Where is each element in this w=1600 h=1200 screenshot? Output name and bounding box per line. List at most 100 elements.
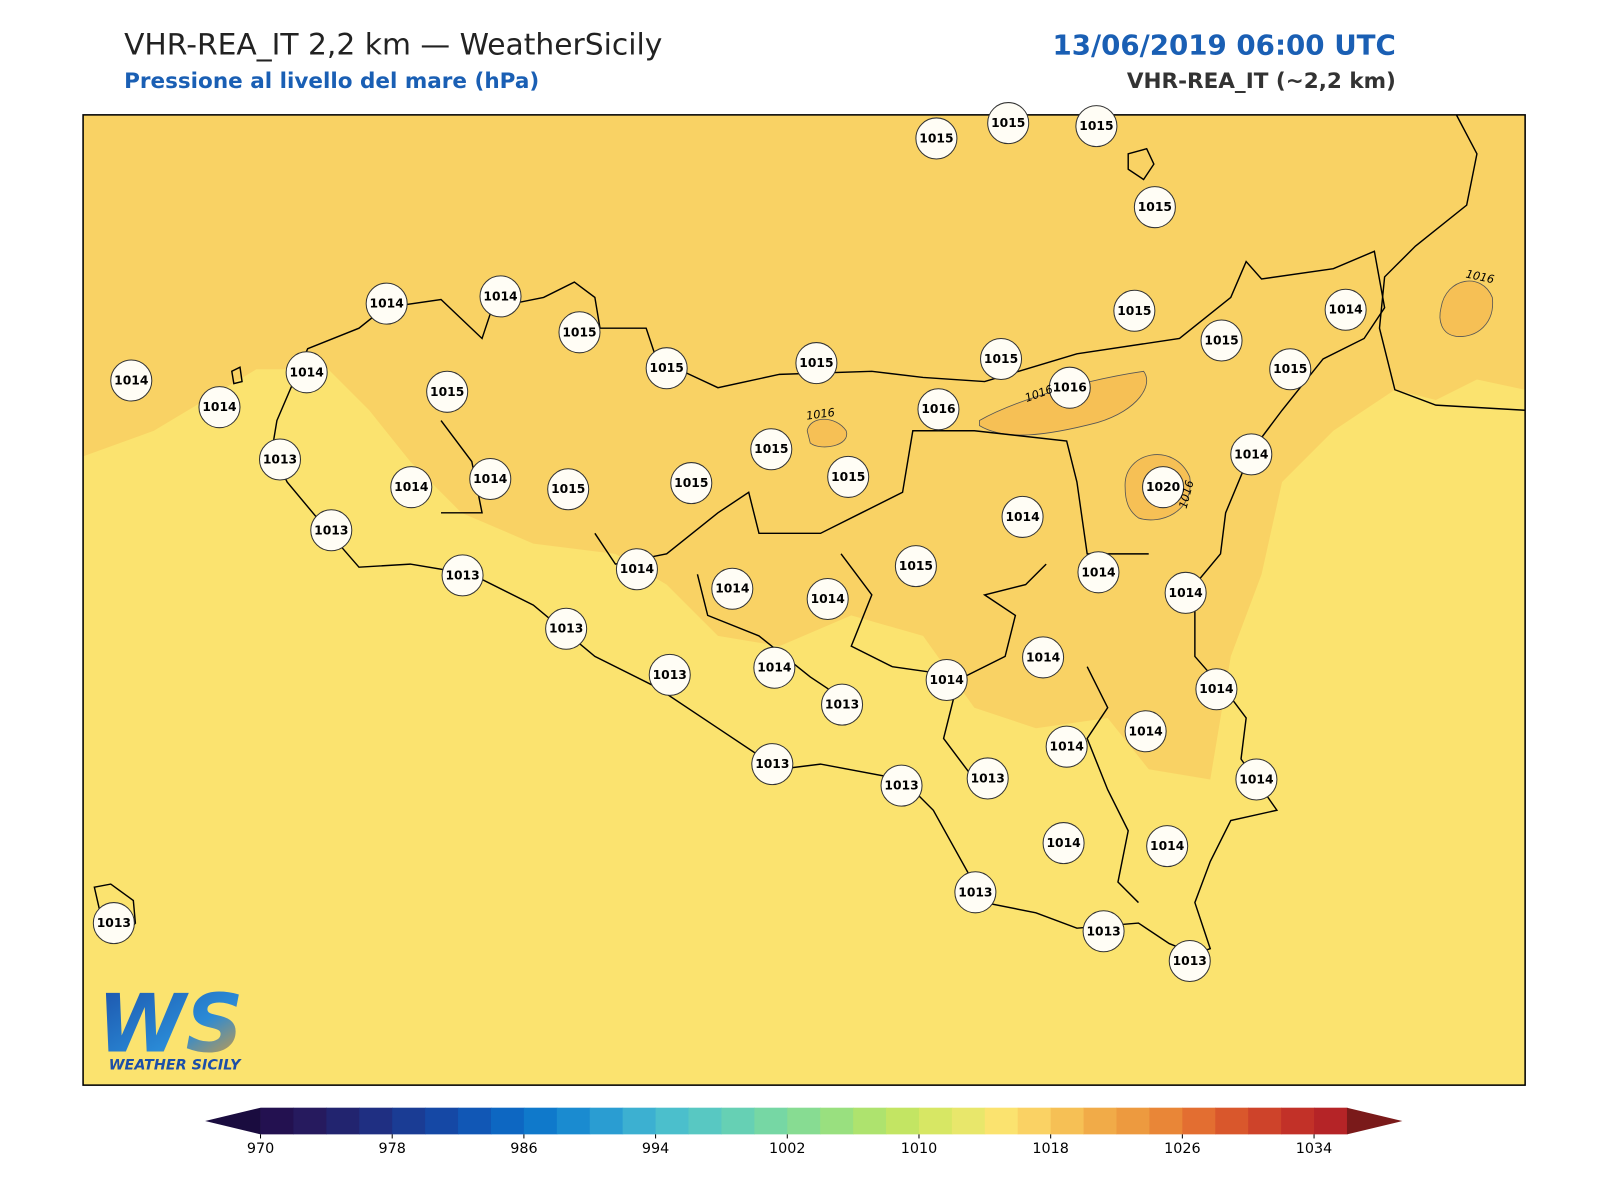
station-marker	[426, 370, 469, 413]
station-marker	[198, 386, 241, 429]
station: 1015	[547, 468, 590, 511]
station-marker	[1324, 288, 1367, 331]
station: 1015	[1075, 105, 1118, 148]
station: 1015	[915, 117, 958, 160]
station: 1015	[558, 311, 601, 354]
station-label: 1015	[1273, 362, 1307, 376]
station-marker	[110, 359, 153, 402]
station: 1013	[821, 683, 864, 726]
station-label: 1013	[958, 885, 992, 899]
station-marker	[545, 607, 588, 650]
station-marker	[966, 757, 1009, 800]
colorbar-box	[787, 1107, 821, 1135]
station-label: 1014	[930, 673, 964, 687]
station-label: 1014	[1169, 586, 1203, 600]
station: 1014	[365, 282, 408, 325]
colorbar-box	[754, 1107, 788, 1135]
station: 1014	[1146, 825, 1189, 868]
station: 1014	[198, 386, 241, 429]
station-marker	[753, 646, 796, 689]
station-marker	[1164, 571, 1207, 614]
contour-label: 1016	[1465, 268, 1496, 287]
station-label: 1015	[799, 356, 833, 370]
colorbar-box	[490, 1107, 525, 1135]
station-marker	[1048, 366, 1091, 409]
station-marker	[645, 347, 688, 390]
colorbar-box	[260, 1107, 294, 1135]
station-label: 1015	[1138, 200, 1172, 214]
colorbar-box	[984, 1107, 1019, 1135]
station-marker	[615, 548, 658, 591]
station-label: 1014	[114, 374, 148, 388]
logo: WS WEATHER SICILY	[97, 977, 243, 1073]
station-marker	[479, 275, 522, 318]
station-marker	[1001, 495, 1044, 538]
colorbar-box	[721, 1107, 755, 1135]
station: 1013	[751, 743, 794, 786]
station-marker	[979, 337, 1023, 380]
station: 1014	[1124, 710, 1167, 753]
station: 1014	[1022, 636, 1065, 679]
station-marker	[1133, 186, 1176, 229]
station-label: 1014	[757, 661, 791, 675]
station-marker	[795, 342, 838, 385]
station-marker	[1077, 551, 1120, 594]
station: 1014	[1230, 433, 1273, 476]
station-marker	[915, 117, 958, 160]
station-label: 1015	[674, 476, 708, 490]
station-label: 1013	[549, 622, 583, 636]
colorbar-box	[326, 1107, 360, 1135]
station: 1013	[954, 871, 997, 914]
station: 1014	[615, 548, 658, 591]
station-label: 1015	[899, 559, 933, 573]
colorbar-box	[1017, 1107, 1052, 1135]
station-marker	[1269, 348, 1312, 391]
station-label: 1013	[97, 916, 131, 930]
colorbar-box	[1281, 1107, 1315, 1135]
station-label: 1015	[919, 131, 953, 145]
station-marker	[469, 457, 512, 500]
colorbar-tick-label: 1034	[1296, 1141, 1333, 1157]
station-marker	[1230, 433, 1273, 476]
station: 1013	[1168, 940, 1211, 983]
colorbar-box	[951, 1107, 986, 1135]
station-label: 1015	[984, 352, 1018, 366]
colorbar-tick-label: 1018	[1032, 1141, 1069, 1157]
station: 1014	[1235, 758, 1278, 801]
colorbar-box	[853, 1107, 887, 1135]
station: 1015	[426, 370, 469, 413]
station-label: 1016	[1053, 381, 1087, 395]
station-label: 1015	[1204, 334, 1238, 348]
station: 1015	[750, 428, 793, 471]
station: 1014	[1077, 551, 1120, 594]
station-marker	[954, 871, 997, 914]
station: 1014	[479, 275, 522, 318]
station-label: 1014	[1234, 447, 1268, 461]
colorbar-box	[820, 1107, 854, 1135]
colorbar-box	[458, 1107, 492, 1135]
colorbar-box	[293, 1107, 327, 1135]
station-label: 1015	[1117, 304, 1151, 318]
station-label: 1014	[1081, 565, 1115, 579]
station: 1015	[894, 545, 937, 588]
colorbar-box	[655, 1107, 690, 1135]
station-marker	[1124, 710, 1167, 753]
colorbar-under	[205, 1107, 261, 1135]
station: 1015	[1200, 319, 1243, 362]
station-marker	[711, 567, 754, 610]
station-marker	[1082, 910, 1125, 953]
station: 1015	[987, 102, 1030, 145]
station-marker	[670, 462, 713, 505]
map-frame	[82, 114, 1526, 1086]
station-label: 1013	[445, 568, 479, 582]
colorbar-box	[886, 1107, 920, 1135]
station-label: 1014	[290, 365, 324, 379]
station-marker	[1113, 289, 1156, 332]
station-label: 1014	[202, 400, 236, 414]
station-marker	[894, 545, 937, 588]
station-marker	[1200, 319, 1243, 362]
station-label: 1014	[394, 480, 428, 494]
station: 1014	[1045, 725, 1088, 768]
